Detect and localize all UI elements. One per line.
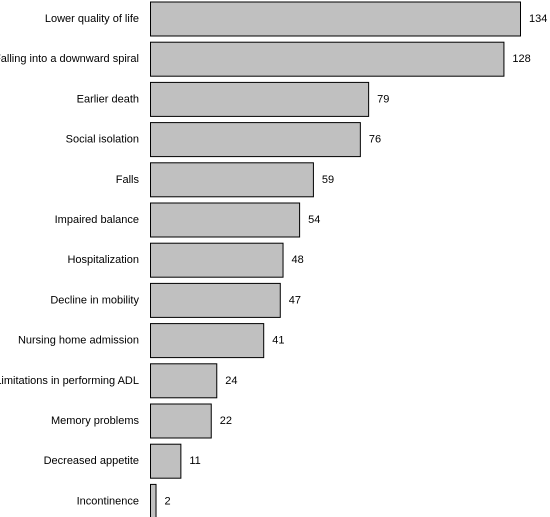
bars	[150, 1, 521, 517]
category-label: Social isolation	[66, 134, 139, 146]
category-label: Earlier death	[77, 93, 139, 105]
value-label: 47	[289, 294, 301, 306]
category-label: Decline in mobility	[50, 294, 139, 306]
value-label: 11	[189, 455, 200, 467]
bar	[150, 202, 301, 238]
category-labels: Lower quality of life Falling into a down…	[0, 13, 139, 507]
bar	[150, 403, 212, 439]
category-label: Hospitalization	[67, 254, 139, 266]
category-label: Memory problems	[51, 415, 140, 427]
value-label: 24	[225, 375, 237, 387]
value-label: 59	[322, 174, 334, 186]
value-label: 48	[292, 254, 304, 266]
category-label: Decreased appetite	[44, 455, 139, 467]
bar	[150, 443, 182, 479]
value-label: 134	[529, 13, 547, 25]
value-label: 2	[165, 495, 171, 507]
value-labels: 134 128 79 76 59 54 48 47 41 24 22 11 2	[165, 13, 548, 507]
bar	[150, 41, 505, 77]
bar	[150, 282, 281, 318]
bar	[150, 363, 218, 399]
value-label: 54	[308, 214, 320, 226]
category-label: Incontinence	[77, 495, 139, 507]
category-label: Nursing home admission	[18, 335, 139, 347]
value-label: 76	[369, 134, 381, 146]
value-label: 22	[220, 415, 232, 427]
bar	[150, 122, 361, 158]
value-label: 41	[272, 335, 284, 347]
category-label: Limitations in performing ADL	[0, 375, 139, 387]
category-label: Falling into a downward spiral	[0, 53, 139, 65]
bar	[150, 81, 370, 117]
bar	[150, 242, 284, 278]
category-label: Impaired balance	[55, 214, 139, 226]
category-label: Falls	[116, 174, 140, 186]
bar	[150, 1, 521, 37]
bar	[150, 162, 314, 198]
bar	[150, 483, 157, 517]
bar	[150, 323, 265, 359]
value-label: 79	[377, 93, 389, 105]
value-label: 128	[512, 53, 530, 65]
category-label: Lower quality of life	[45, 13, 139, 25]
